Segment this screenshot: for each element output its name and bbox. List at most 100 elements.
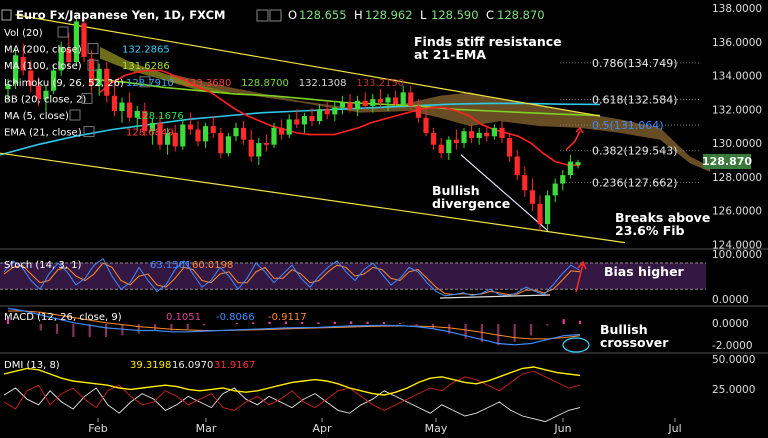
ichimoku-cloud [100, 46, 710, 172]
dmi-minus-line [3, 370, 581, 411]
candle-body [484, 132, 490, 137]
candle-body [446, 139, 452, 154]
candle-body [347, 102, 353, 110]
indicator-value: 128.7910 [126, 78, 174, 89]
stoch-tick: 100.0000 [712, 249, 762, 261]
divergence-line [460, 154, 549, 232]
symbol-title: Euro Fx/Japanese Yen, 1D, FXCM [16, 8, 226, 22]
settings-icon [81, 92, 93, 104]
candle-body [362, 100, 368, 106]
candle-body [134, 110, 140, 118]
candle-body [58, 46, 64, 71]
candle-body [172, 132, 178, 147]
candle-body [355, 100, 361, 110]
settings-icon[interactable] [269, 9, 282, 22]
candle-body [180, 124, 186, 147]
upward-arrow-head [575, 126, 584, 134]
divergence-line-1: Bullish [432, 183, 480, 198]
candle-body [225, 136, 231, 154]
candle-body [537, 203, 543, 225]
indicator-value: 128.1676 [136, 111, 184, 122]
price-tick-label: 134.0000 [712, 71, 762, 83]
candle-body [545, 195, 551, 225]
stochastic-panel: Stoch (14, 3, 1) 63.1501 60.0198 100.0000 0.… [0, 249, 762, 306]
current-price-bg [703, 154, 751, 169]
candle-body [377, 99, 383, 103]
candle-body [127, 102, 133, 118]
candle-body [73, 21, 79, 63]
candle-body [233, 127, 239, 137]
trend-lines [0, 14, 626, 244]
ohlc-readout: O 128.655 H 128.962 L 128.590 C 128.870 [288, 8, 545, 22]
stoch-band [0, 263, 706, 290]
breaks-line-1: Breaks above [615, 210, 710, 225]
price-tick-label: 124.0000 [712, 239, 762, 251]
fib-label: 0.5(131.064) [592, 119, 664, 132]
settings-icon [139, 76, 151, 88]
candle-body [385, 97, 391, 103]
stoch-tick: 0.0000 [712, 294, 749, 306]
candle-body [529, 190, 535, 204]
breaks-annotation: Breaks above 23.6% Fib [615, 210, 710, 238]
candle-body [66, 48, 72, 63]
candle-body [317, 109, 323, 122]
candle-body [339, 102, 345, 108]
crossover-annotation: Bullish crossover [600, 322, 669, 350]
candle-body [43, 90, 49, 100]
settings-icon [69, 109, 81, 121]
price-tick-label: 128.0000 [712, 172, 762, 184]
indicator-value: 133.2150 [356, 78, 404, 89]
candle-body [453, 139, 459, 144]
candle-body [165, 132, 171, 145]
ma200-line [0, 102, 601, 156]
candle-body [271, 127, 277, 145]
indicator-label: BB (20, close, 2) [4, 94, 86, 105]
stoch-d-line [3, 262, 581, 296]
dmi-value: 16.0970 [172, 360, 213, 371]
header: Euro Fx/Japanese Yen, 1D, FXCM O 128.655 H… [1, 8, 545, 22]
candle-body [431, 132, 437, 145]
candle-body [567, 161, 573, 176]
indicator-legend: Vol (20) MA (200, close) 132.2865 MA (100, … [4, 26, 404, 139]
fib-levels: 0.786(134.749) 0.618(132.584) 0.5(131.064)… [560, 57, 700, 189]
candle-body [415, 105, 421, 118]
dmi-value: 31.9167 [214, 360, 255, 371]
indicator-label: MA (200, close) [4, 45, 82, 56]
candle-body [522, 175, 528, 191]
indicator-value: 128.8700 [241, 78, 289, 89]
x-tick-label: Jun [553, 422, 571, 435]
price-tick-label: 132.0000 [712, 104, 762, 116]
collapse-icon[interactable] [1, 9, 12, 21]
ohlc-key: C [486, 8, 494, 22]
indicator-label: MA (5, close) [4, 111, 69, 122]
indicator-value: 132.2865 [122, 45, 170, 56]
eye-icon[interactable] [256, 9, 269, 22]
candle-body [499, 127, 505, 138]
dmi-plus-line [3, 387, 581, 423]
candle-body [13, 55, 19, 84]
candle-body [491, 127, 497, 137]
candle-body [438, 144, 444, 154]
stoch-k-line [3, 257, 581, 297]
macd-value: -0.9117 [268, 312, 307, 323]
indicator-value: 132.1308 [299, 78, 347, 89]
price-tick-label: 136.0000 [712, 37, 762, 49]
candle-body [81, 23, 87, 57]
x-tick-label: Apr [312, 422, 332, 435]
candle-body [218, 132, 224, 154]
candle-body [332, 107, 338, 115]
candle-body [370, 99, 376, 106]
macd-line [7, 307, 581, 346]
indicator-value: 131.6286 [122, 61, 170, 72]
ma100-line [89, 78, 601, 117]
macd-label: MACD (12, 26, close, 9) [4, 312, 122, 323]
candle-body [256, 143, 262, 157]
dmi-tick: 50.0000 [712, 354, 755, 366]
candle-body [203, 126, 209, 142]
ohlc-value: 128.870 [497, 8, 545, 22]
dmi-panel: DMI (13, 8) 39.3198 16.0970 31.9167 50.0000 2… [3, 354, 755, 423]
fib-label: 0.618(132.584) [592, 93, 678, 106]
candle-body [96, 68, 102, 86]
fib-label: 0.786(134.749) [592, 57, 678, 70]
